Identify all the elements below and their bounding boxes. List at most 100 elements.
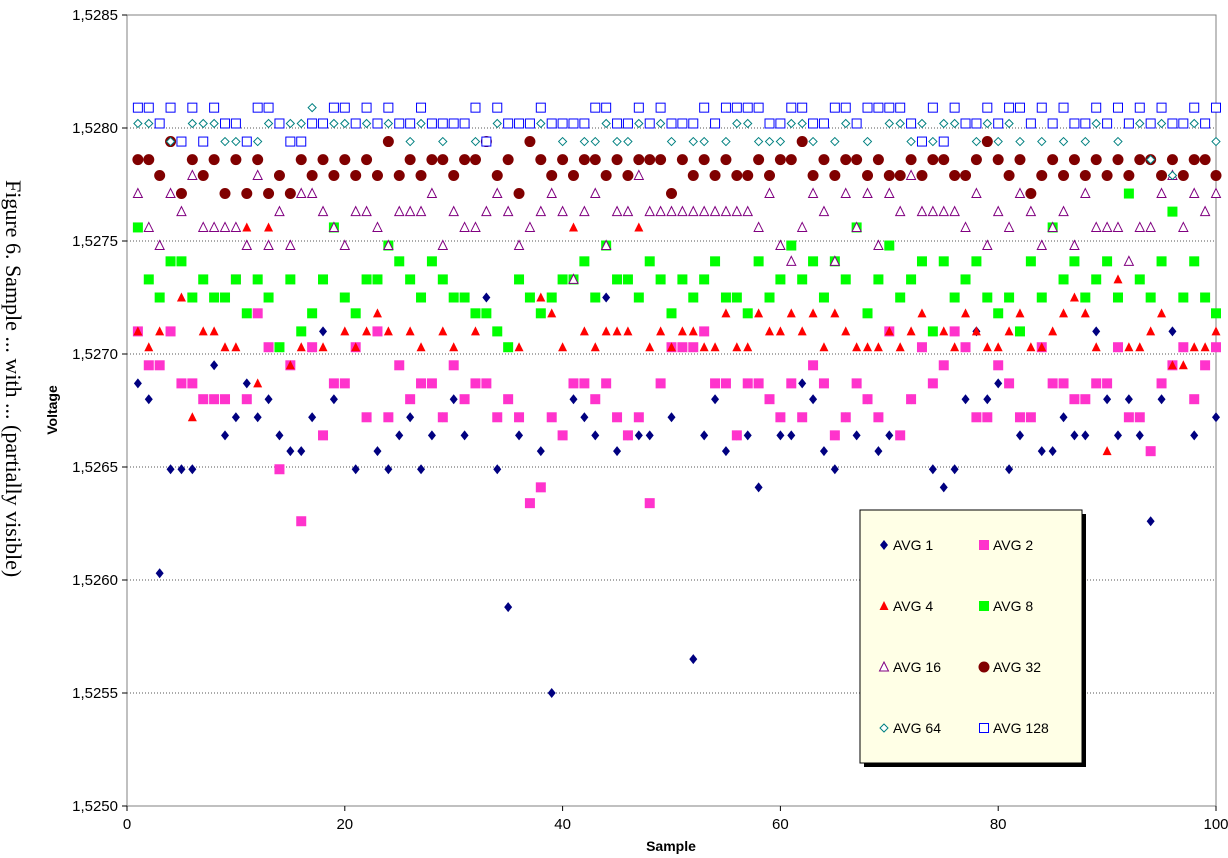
data-point — [252, 102, 263, 113]
data-point — [503, 118, 514, 129]
data-point — [938, 256, 949, 267]
data-point — [1090, 221, 1102, 232]
data-point — [1003, 169, 1015, 181]
data-point — [437, 412, 448, 423]
data-point — [448, 118, 459, 129]
data-point — [612, 136, 622, 147]
legend-label: AVG 2 — [993, 537, 1033, 553]
data-point — [578, 154, 590, 166]
data-point — [928, 136, 938, 147]
data-point — [970, 154, 982, 166]
data-point — [154, 239, 165, 251]
series-avg-4 — [133, 222, 1221, 456]
data-point — [906, 394, 917, 405]
data-point — [1146, 326, 1156, 336]
data-point — [753, 378, 764, 389]
data-point — [721, 446, 730, 457]
data-point — [502, 205, 514, 217]
data-point — [1015, 136, 1025, 147]
legend-marker — [880, 540, 888, 550]
data-point — [1090, 154, 1102, 166]
data-point — [230, 154, 242, 166]
data-point — [1103, 394, 1112, 405]
data-point — [546, 292, 557, 303]
data-point — [133, 378, 142, 389]
data-point — [1004, 378, 1015, 389]
data-point — [350, 118, 361, 129]
data-point — [600, 169, 612, 181]
data-point — [263, 342, 274, 353]
data-point — [797, 274, 808, 285]
data-point — [829, 102, 840, 113]
data-point — [1102, 446, 1112, 456]
data-point — [851, 378, 862, 389]
data-point — [927, 205, 939, 217]
data-point — [1145, 118, 1156, 129]
data-point — [917, 308, 927, 318]
data-point — [1091, 342, 1101, 352]
data-point — [176, 378, 187, 389]
data-point — [546, 412, 557, 423]
data-point — [132, 102, 143, 113]
data-point — [818, 205, 830, 217]
data-point — [219, 221, 231, 232]
data-point — [176, 256, 187, 267]
data-point — [579, 378, 590, 389]
data-point — [928, 464, 937, 475]
data-point — [449, 342, 459, 352]
data-point — [296, 136, 307, 147]
data-point — [187, 378, 198, 389]
data-point — [144, 342, 154, 352]
data-point — [1080, 308, 1090, 318]
data-point — [764, 187, 775, 199]
data-point — [949, 102, 960, 113]
data-point — [938, 360, 949, 371]
data-point — [862, 308, 873, 319]
data-point — [557, 154, 569, 166]
data-point — [655, 205, 666, 217]
data-point — [393, 169, 405, 181]
data-point — [655, 274, 666, 285]
series-avg-16 — [132, 169, 1222, 284]
data-point — [546, 169, 558, 181]
data-point — [612, 274, 623, 285]
data-point — [590, 102, 601, 113]
data-point — [1156, 256, 1167, 267]
data-point — [699, 274, 710, 285]
data-point — [1101, 221, 1113, 232]
data-point — [143, 221, 155, 232]
y-tick-label: 1,5280 — [72, 120, 118, 137]
data-point — [437, 154, 449, 166]
data-point — [1167, 118, 1178, 129]
data-point — [1189, 342, 1199, 352]
data-point — [590, 342, 600, 352]
data-point — [339, 102, 350, 113]
legend-marker — [979, 601, 989, 611]
data-point — [808, 256, 819, 267]
data-point — [405, 326, 415, 336]
data-point — [176, 136, 187, 147]
data-point — [1025, 205, 1037, 217]
data-point — [1080, 187, 1091, 199]
data-point — [1003, 221, 1015, 232]
data-point — [818, 154, 830, 166]
data-point — [666, 118, 677, 129]
data-point — [1178, 342, 1189, 353]
data-point — [1135, 430, 1144, 441]
data-point — [481, 308, 492, 319]
data-point — [405, 274, 416, 285]
data-point — [579, 136, 590, 147]
data-point — [481, 205, 492, 217]
data-point — [241, 394, 252, 405]
data-point — [253, 378, 263, 388]
data-point — [415, 205, 427, 217]
data-point — [764, 394, 775, 405]
data-point — [895, 102, 906, 113]
data-point — [1048, 326, 1058, 336]
data-point — [231, 412, 240, 423]
data-point — [1091, 118, 1101, 129]
data-point — [568, 378, 579, 389]
data-point — [351, 342, 361, 352]
data-point — [720, 154, 732, 166]
data-point — [688, 326, 698, 336]
